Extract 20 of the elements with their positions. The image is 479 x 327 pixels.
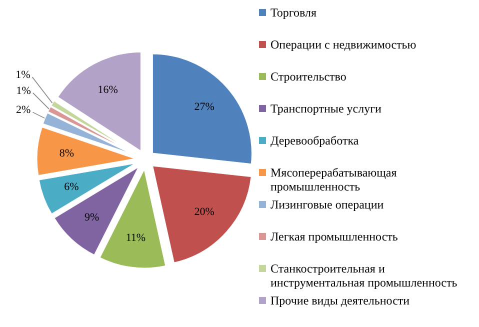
legend-label: Торговля: [270, 6, 318, 20]
legend-label: Прочие виды деятельности: [270, 294, 410, 308]
legend-label: Транспортные услуги: [270, 102, 382, 116]
data-label: 2%: [16, 104, 31, 116]
data-label: 8%: [59, 147, 74, 160]
legend-label: Операции с недвижимостью: [270, 38, 416, 52]
legend-label: Деревообработка: [270, 134, 360, 148]
data-label: 20%: [194, 206, 214, 218]
legend-label: Строительство: [270, 70, 346, 84]
data-label: 11%: [126, 232, 146, 244]
data-label: 9%: [84, 211, 100, 224]
legend-label: Лизинговые операции: [270, 198, 384, 212]
legend-label: Мясоперерабатывающая промышленность: [270, 166, 398, 194]
data-label: 1%: [16, 84, 31, 97]
data-label: 16%: [98, 84, 118, 96]
data-label: 6%: [64, 181, 79, 194]
data-label: 27%: [194, 100, 214, 113]
legend-label: Легкая промышленность: [270, 230, 398, 244]
data-label: 1%: [16, 69, 30, 82]
legend-label: Станкостроительная и инструментальная промышленность: [270, 262, 458, 290]
